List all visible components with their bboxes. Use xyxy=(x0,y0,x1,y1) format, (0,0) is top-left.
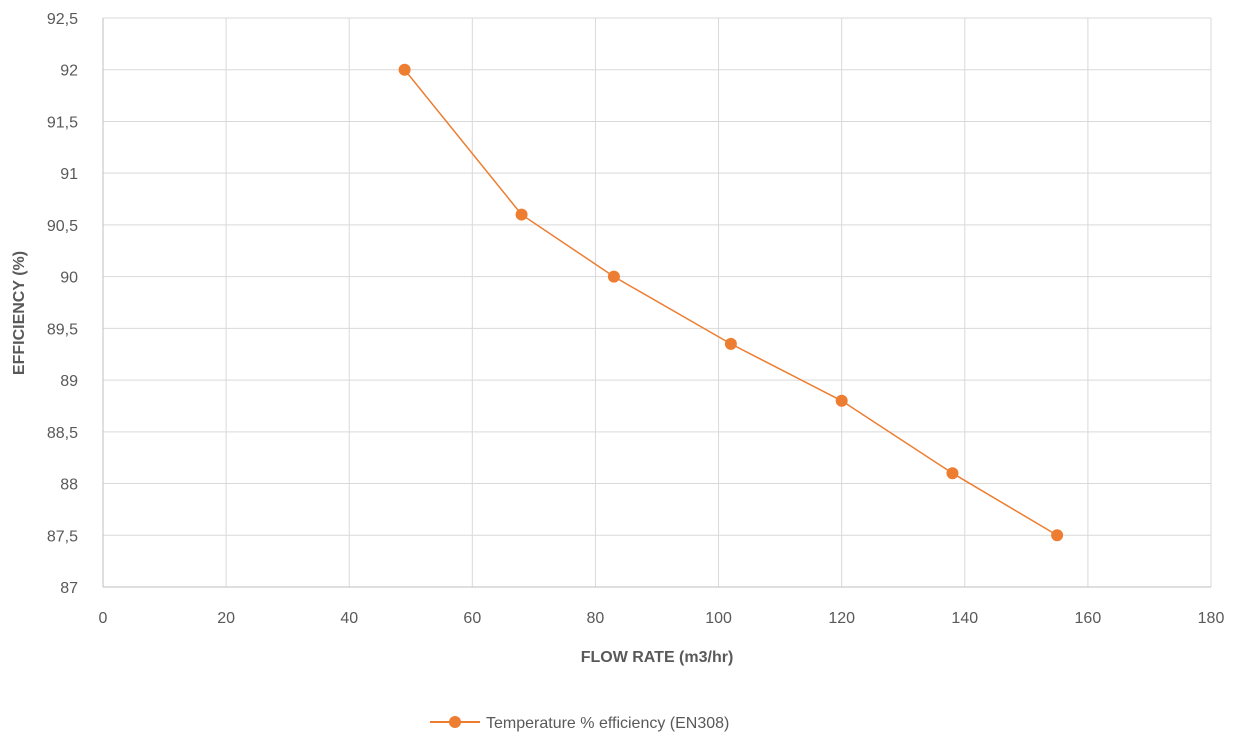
y-tick-label: 92 xyxy=(60,63,78,80)
x-tick-label: 160 xyxy=(1075,610,1102,627)
x-tick-label: 140 xyxy=(951,610,978,627)
x-tick-label: 180 xyxy=(1198,610,1225,627)
data-point xyxy=(835,394,848,407)
y-tick-label: 92,5 xyxy=(47,11,78,28)
y-axis-title: EFFICIENCY (%) xyxy=(11,251,28,375)
data-point xyxy=(515,208,528,221)
series-layer xyxy=(398,63,1064,542)
x-tick-label: 20 xyxy=(217,610,235,627)
x-tick-label: 100 xyxy=(705,610,732,627)
y-tick-labels: 87 87,5 88 88,5 89 89,5 90 90,5 91 91,5 92 92,5 xyxy=(47,11,78,597)
y-tick-label: 87,5 xyxy=(47,528,78,545)
x-tick-labels: 0 20 40 60 80 100 120 140 160 180 xyxy=(99,610,1225,627)
y-tick-label: 90 xyxy=(60,270,78,287)
y-tick-label: 91,5 xyxy=(47,114,78,131)
x-tick-label: 40 xyxy=(340,610,358,627)
x-tick-label: 0 xyxy=(99,610,108,627)
x-axis-title: FLOW RATE (m3/hr) xyxy=(581,649,734,666)
legend-marker-swatch xyxy=(449,716,461,728)
y-tick-label: 89 xyxy=(60,373,78,390)
series-line xyxy=(404,69,1058,536)
legend: Temperature % efficiency (EN308) xyxy=(430,715,729,732)
y-tick-label: 87 xyxy=(60,580,78,597)
data-point xyxy=(724,337,737,350)
data-point xyxy=(1051,529,1064,542)
grid-layer xyxy=(103,17,1212,587)
y-tick-label: 88 xyxy=(60,477,78,494)
axis-layer xyxy=(102,18,1211,588)
y-tick-label: 89,5 xyxy=(47,321,78,338)
data-point xyxy=(398,63,411,76)
data-point xyxy=(607,270,620,283)
x-tick-label: 120 xyxy=(828,610,855,627)
y-tick-label: 88,5 xyxy=(47,425,78,442)
x-tick-label: 80 xyxy=(587,610,605,627)
legend-label: Temperature % efficiency (EN308) xyxy=(486,715,729,732)
data-point xyxy=(946,467,959,480)
x-tick-label: 60 xyxy=(463,610,481,627)
y-tick-label: 90,5 xyxy=(47,218,78,235)
y-tick-label: 91 xyxy=(60,166,78,183)
